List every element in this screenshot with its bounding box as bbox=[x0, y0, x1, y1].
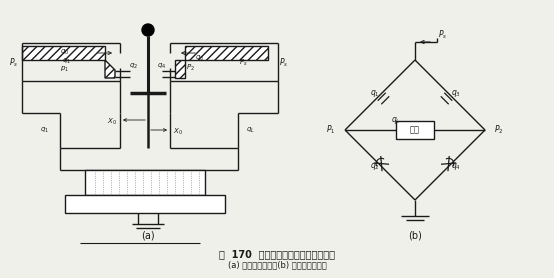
Text: $q_L$: $q_L$ bbox=[391, 115, 400, 125]
Text: $P_s$: $P_s$ bbox=[9, 57, 19, 69]
Text: $q_1$: $q_1$ bbox=[63, 56, 71, 66]
Text: $q_0$: $q_0$ bbox=[60, 48, 70, 57]
Bar bbox=[396, 121, 434, 139]
Text: $q_2$: $q_2$ bbox=[370, 161, 379, 172]
Text: $P_1$: $P_1$ bbox=[326, 124, 336, 136]
Text: 图  170  由双喷嘴挡板阀构成的前置级: 图 170 由双喷嘴挡板阀构成的前置级 bbox=[219, 249, 335, 259]
Polygon shape bbox=[22, 46, 105, 60]
Polygon shape bbox=[105, 60, 115, 78]
Polygon shape bbox=[185, 46, 268, 60]
Text: (b): (b) bbox=[408, 231, 422, 241]
Text: $X_0$: $X_0$ bbox=[107, 117, 117, 127]
Bar bbox=[65, 195, 225, 213]
Text: $P_s$: $P_s$ bbox=[239, 58, 247, 68]
Text: $q_L$: $q_L$ bbox=[245, 125, 254, 135]
Text: $q_1$: $q_1$ bbox=[40, 125, 49, 135]
Text: $P_2$: $P_2$ bbox=[494, 124, 504, 136]
Text: $P_s$: $P_s$ bbox=[279, 57, 289, 69]
Text: $P_s$: $P_s$ bbox=[438, 29, 448, 41]
Text: (a) 前置级的组成；(b) 全桥结构的油路: (a) 前置级的组成；(b) 全桥结构的油路 bbox=[228, 260, 326, 269]
Text: 负载: 负载 bbox=[410, 125, 420, 135]
Text: (a): (a) bbox=[141, 231, 155, 241]
Polygon shape bbox=[175, 60, 185, 78]
Text: $q_4$: $q_4$ bbox=[450, 161, 460, 172]
Text: $P_2$: $P_2$ bbox=[186, 63, 194, 73]
Bar bbox=[85, 170, 205, 195]
Text: $p_1$: $p_1$ bbox=[60, 64, 70, 74]
Text: $X_0$: $X_0$ bbox=[173, 127, 183, 137]
Text: $q_1$: $q_1$ bbox=[370, 88, 379, 99]
Text: $q_3$: $q_3$ bbox=[450, 88, 460, 99]
Circle shape bbox=[142, 24, 154, 36]
Text: $q_2$: $q_2$ bbox=[130, 61, 138, 71]
Text: $q_3$: $q_3$ bbox=[196, 53, 204, 63]
Text: $q_4$: $q_4$ bbox=[157, 61, 167, 71]
